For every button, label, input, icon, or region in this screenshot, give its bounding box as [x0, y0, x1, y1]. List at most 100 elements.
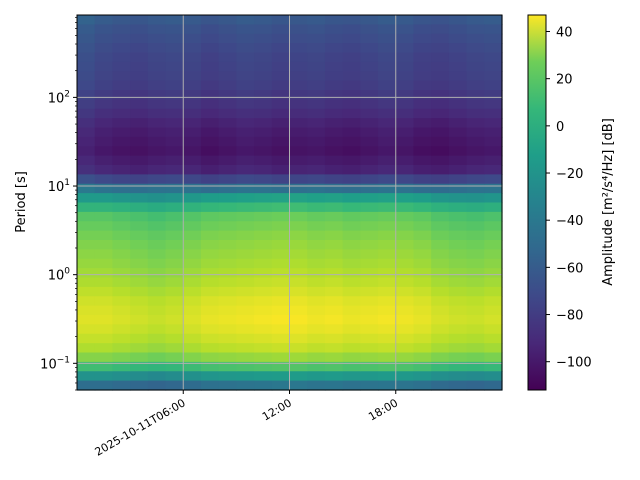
heatmap-cell — [112, 305, 131, 316]
heatmap-cell — [254, 90, 273, 100]
heatmap-cell — [395, 99, 415, 110]
heatmap-cell — [165, 165, 184, 175]
heatmap-cell — [147, 136, 167, 147]
heatmap-cell — [342, 43, 361, 54]
heatmap-cell — [484, 249, 503, 260]
heatmap-cell — [77, 211, 96, 222]
heatmap-cell — [431, 249, 450, 260]
heatmap-cell — [431, 305, 450, 316]
heatmap-cell — [466, 61, 485, 72]
heatmap-cell — [271, 71, 291, 82]
heatmap-cell — [77, 277, 96, 288]
heatmap-cell — [342, 277, 361, 288]
heatmap-cell — [254, 136, 273, 147]
heatmap-cell — [466, 52, 485, 63]
heatmap-cell — [112, 136, 131, 147]
heatmap-cell — [289, 286, 308, 297]
heatmap-cell — [307, 52, 326, 63]
heatmap-cell — [466, 315, 485, 325]
heatmap-cell — [466, 258, 485, 269]
heatmap-cell — [271, 315, 291, 325]
colorbar-ticks: −100 −80 −60 −40 −20 0 20 40 — [546, 26, 592, 371]
heatmap-cell — [130, 99, 149, 110]
heatmap-cell — [112, 371, 131, 382]
heatmap-cell — [130, 15, 149, 25]
heatmap-cell — [254, 43, 273, 54]
heatmap-cell — [413, 240, 432, 250]
heatmap-cell — [448, 202, 468, 213]
heatmap-cell — [342, 286, 361, 297]
heatmap-cell — [218, 230, 237, 241]
heatmap-cell — [254, 15, 273, 25]
heatmap-cell — [395, 202, 415, 213]
heatmap-cell — [466, 240, 485, 250]
heatmap-cell — [165, 277, 184, 288]
heatmap-cell — [360, 15, 379, 25]
heatmap-cell — [94, 268, 114, 279]
heatmap-cell — [183, 15, 202, 25]
heatmap-cell — [165, 315, 184, 325]
heatmap-cell — [289, 221, 308, 232]
heatmap-cell — [484, 258, 503, 269]
heatmap-cell — [289, 155, 308, 166]
heatmap-cell — [112, 61, 131, 72]
heatmap-cell — [378, 90, 397, 100]
heatmap-cell — [218, 183, 237, 194]
heatmap-cell — [94, 296, 114, 307]
heatmap-cell — [466, 15, 485, 25]
heatmap-cell — [254, 305, 273, 316]
heatmap-cell — [130, 361, 149, 372]
heatmap-cell — [378, 361, 397, 372]
heatmap-cell — [448, 230, 468, 241]
heatmap-cell — [94, 80, 114, 91]
heatmap-cell — [112, 174, 131, 185]
heatmap-cell — [271, 305, 291, 316]
heatmap-cell — [395, 221, 415, 232]
heatmap-cell — [218, 90, 237, 100]
heatmap-cell — [112, 15, 131, 25]
heatmap-cell — [218, 333, 237, 344]
heatmap-cell — [94, 193, 114, 204]
heatmap-cell — [200, 202, 220, 213]
heatmap-cell — [130, 136, 149, 147]
heatmap-cell — [378, 240, 397, 250]
heatmap-cell — [254, 211, 273, 222]
heatmap-cell — [342, 90, 361, 100]
heatmap-cell — [413, 43, 432, 54]
heatmap-cell — [183, 193, 202, 204]
heatmap-cell — [431, 43, 450, 54]
heatmap-cell — [448, 71, 468, 82]
heatmap-cell — [484, 371, 503, 382]
heatmap-cell — [165, 268, 184, 279]
heatmap-cell — [289, 183, 308, 194]
heatmap-cell — [324, 52, 344, 63]
heatmap-cell — [484, 324, 503, 335]
heatmap-cell — [165, 136, 184, 147]
heatmap-cell — [112, 296, 131, 307]
heatmap-cell — [324, 80, 344, 91]
heatmap-cell — [342, 380, 361, 391]
heatmap-cell — [395, 118, 415, 129]
heatmap-cell — [360, 174, 379, 185]
heatmap-cell — [236, 221, 255, 232]
heatmap-cell — [94, 333, 114, 344]
heatmap-cell — [289, 136, 308, 147]
heatmap-cell — [289, 361, 308, 372]
heatmap-cell — [183, 371, 202, 382]
heatmap-cell — [271, 286, 291, 297]
heatmap-cell — [431, 202, 450, 213]
heatmap-cell — [360, 296, 379, 307]
heatmap-cell — [236, 268, 255, 279]
heatmap-cell — [200, 230, 220, 241]
heatmap-cell — [147, 371, 167, 382]
heatmap-cell — [289, 296, 308, 307]
heatmap-cell — [484, 268, 503, 279]
heatmap-cell — [378, 277, 397, 288]
heatmap-cell — [307, 193, 326, 204]
heatmap-cell — [360, 286, 379, 297]
heatmap-cell — [236, 24, 255, 35]
heatmap-cell — [183, 230, 202, 241]
heatmap-cell — [484, 352, 503, 363]
heatmap-cell — [466, 146, 485, 157]
heatmap-cell — [77, 258, 96, 269]
